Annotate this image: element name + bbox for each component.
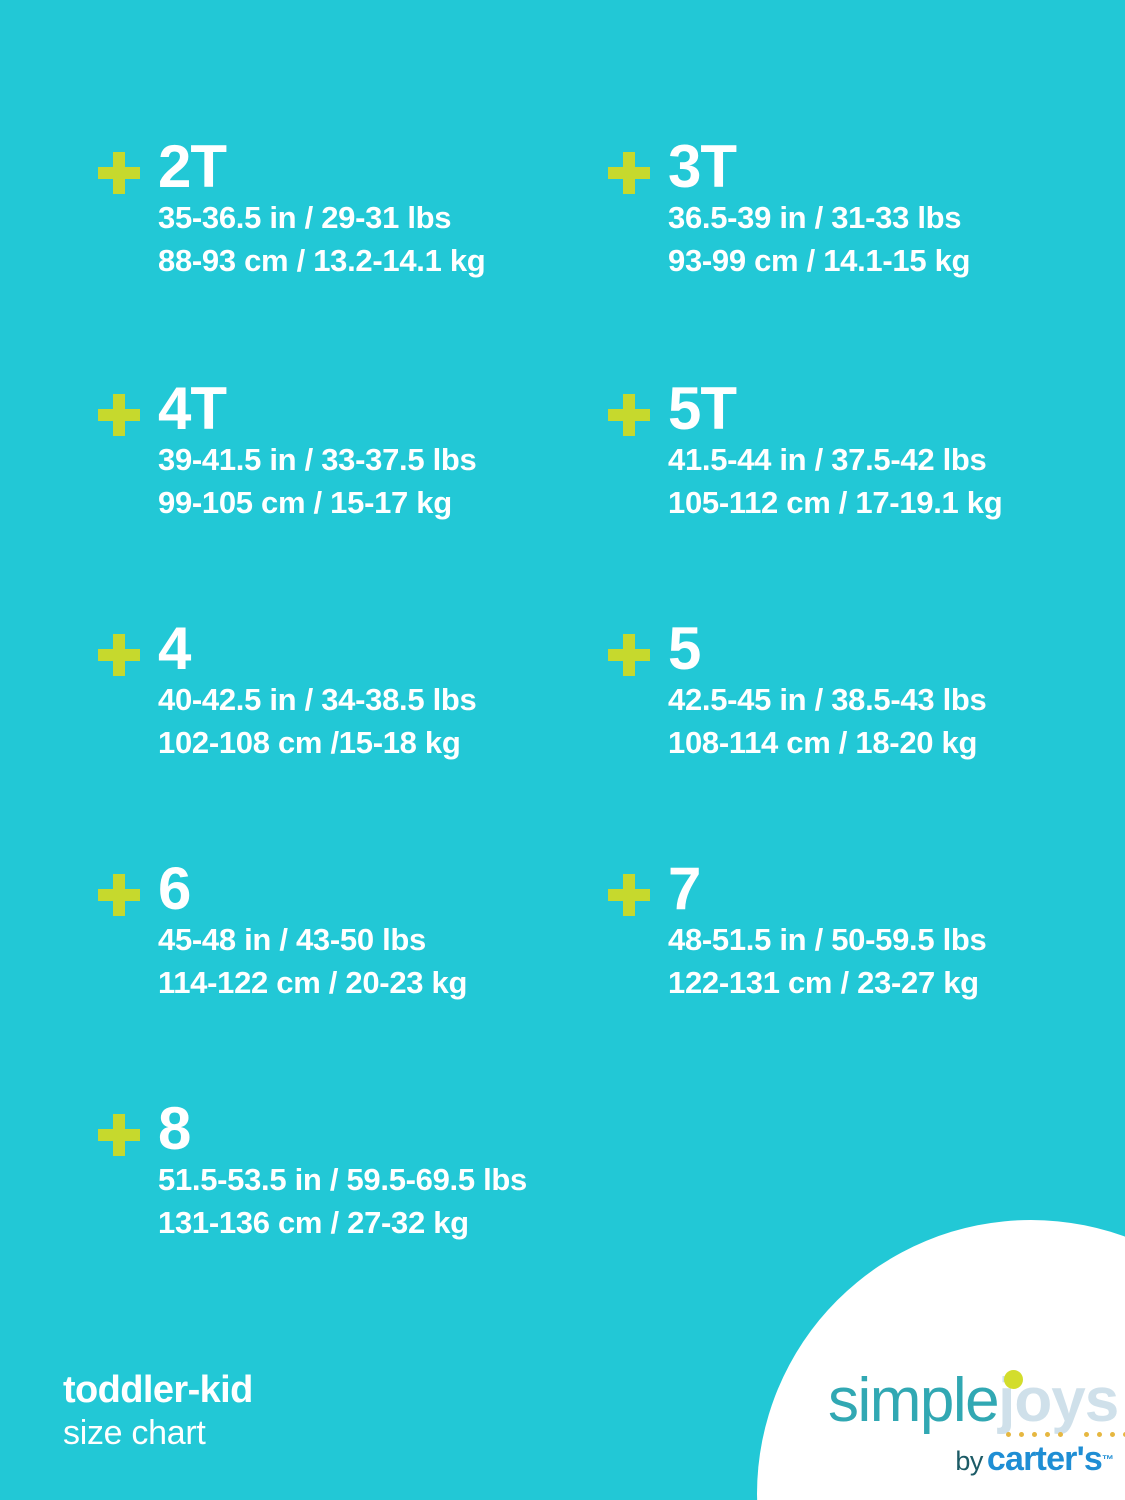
- plus-icon: [98, 394, 140, 436]
- size-label: 3T: [668, 133, 737, 200]
- size-detail-imperial: 35-36.5 in / 29-31 lbs: [158, 199, 452, 235]
- plus-icon: [608, 152, 650, 194]
- size-detail-metric: 131-136 cm / 27-32 kg: [158, 1204, 469, 1240]
- size-label: 4T: [158, 375, 227, 442]
- size-block-7: 7 48-51.5 in / 50-59.5 lbs 122-131 cm / …: [598, 855, 1108, 1004]
- size-detail-metric: 114-122 cm / 20-23 kg: [158, 964, 468, 1000]
- plus-icon: [608, 874, 650, 916]
- size-detail-imperial: 42.5-45 in / 38.5-43 lbs: [668, 681, 987, 717]
- size-detail-imperial: 36.5-39 in / 31-33 lbs: [668, 199, 962, 235]
- chart-title: toddler-kid size chart: [63, 1368, 253, 1453]
- size-block-2t: 2T 35-36.5 in / 29-31 lbs 88-93 cm / 13.…: [88, 133, 598, 282]
- plus-icon: [98, 634, 140, 676]
- size-detail-metric: 99-105 cm / 15-17 kg: [158, 484, 452, 520]
- logo-brand-carters: carter's: [986, 1440, 1103, 1478]
- plus-icon: [98, 874, 140, 916]
- size-detail-metric: 88-93 cm / 13.2-14.1 kg: [158, 242, 486, 278]
- size-label: 2T: [158, 133, 227, 200]
- plus-icon: [608, 634, 650, 676]
- size-label: 6: [158, 855, 191, 922]
- chart-title-main: toddler-kid: [63, 1369, 253, 1411]
- size-block-3t: 3T 36.5-39 in / 31-33 lbs 93-99 cm / 14.…: [598, 133, 1108, 282]
- size-detail-metric: 93-99 cm / 14.1-15 kg: [668, 242, 971, 278]
- size-label: 5T: [668, 375, 737, 442]
- joys-dot-icon: [1004, 1370, 1024, 1389]
- size-detail-metric: 105-112 cm / 17-19.1 kg: [668, 484, 1003, 520]
- size-detail-imperial: 51.5-53.5 in / 59.5-69.5 lbs: [158, 1161, 527, 1197]
- size-block-4t: 4T 39-41.5 in / 33-37.5 lbs 99-105 cm / …: [88, 375, 598, 524]
- size-detail-imperial: 40-42.5 in / 34-38.5 lbs: [158, 681, 477, 717]
- size-block-4: 4 40-42.5 in / 34-38.5 lbs 102-108 cm /1…: [88, 615, 598, 764]
- trademark-icon: ™: [1102, 1452, 1114, 1467]
- logo-word-simple: simple: [828, 1366, 1000, 1435]
- logo-joys-group: joys: [998, 1368, 1125, 1437]
- size-detail-metric: 108-114 cm / 18-20 kg: [668, 724, 978, 760]
- brand-logo: simple joys by carter's™: [828, 1366, 1125, 1479]
- size-detail-imperial: 48-51.5 in / 50-59.5 lbs: [668, 921, 987, 957]
- size-block-8: 8 51.5-53.5 in / 59.5-69.5 lbs 131-136 c…: [88, 1095, 598, 1244]
- size-label: 8: [158, 1095, 191, 1162]
- logo-wordmark: simple joys: [828, 1366, 1125, 1437]
- size-block-5t: 5T 41.5-44 in / 37.5-42 lbs 105-112 cm /…: [598, 375, 1108, 524]
- size-detail-metric: 122-131 cm / 23-27 kg: [668, 964, 979, 1000]
- size-label: 7: [668, 855, 701, 922]
- size-detail-imperial: 41.5-44 in / 37.5-42 lbs: [668, 441, 987, 477]
- logo-by-text: by: [955, 1446, 983, 1476]
- dotted-underline-icon: [1006, 1432, 1125, 1438]
- size-detail-imperial: 39-41.5 in / 33-37.5 lbs: [158, 441, 477, 477]
- size-label: 5: [668, 615, 701, 682]
- plus-icon: [608, 394, 650, 436]
- size-detail-metric: 102-108 cm /15-18 kg: [158, 724, 461, 760]
- size-chart-grid: 2T 35-36.5 in / 29-31 lbs 88-93 cm / 13.…: [88, 133, 1108, 1244]
- chart-title-sub: size chart: [63, 1413, 206, 1452]
- size-block-5: 5 42.5-45 in / 38.5-43 lbs 108-114 cm / …: [598, 615, 1108, 764]
- size-block-6: 6 45-48 in / 43-50 lbs 114-122 cm / 20-2…: [88, 855, 598, 1004]
- size-label: 4: [158, 615, 191, 682]
- plus-icon: [98, 1114, 140, 1156]
- logo-byline: by carter's™: [828, 1440, 1118, 1479]
- plus-icon: [98, 152, 140, 194]
- size-detail-imperial: 45-48 in / 43-50 lbs: [158, 921, 426, 957]
